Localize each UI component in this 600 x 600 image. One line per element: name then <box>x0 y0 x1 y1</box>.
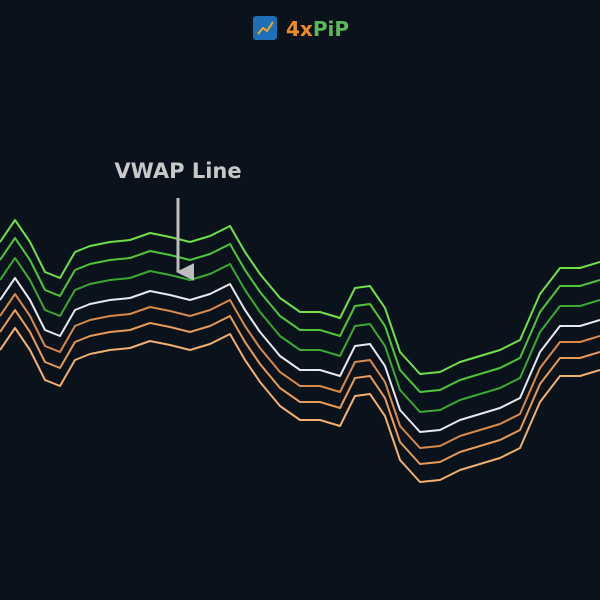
logo: 4xPiP <box>253 16 349 41</box>
logo-text: 4xPiP <box>286 17 349 41</box>
annotation: VWAP Line <box>114 159 242 281</box>
logo-text-a: 4x <box>286 17 313 41</box>
logo-icon-line <box>257 21 274 35</box>
logo-text-b: PiP <box>313 17 349 41</box>
logo-icon <box>253 16 277 40</box>
annotation-label: VWAP Line <box>114 159 241 183</box>
